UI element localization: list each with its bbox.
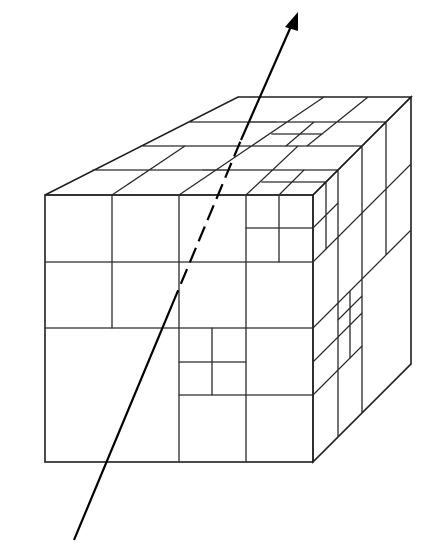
top-face — [44, 96, 413, 196]
top-fr-width — [245, 145, 299, 196]
front-face — [44, 194, 314, 463]
ray-segment-entry — [72, 304, 174, 541]
arrow-up-right-icon — [285, 12, 298, 31]
ray-segment-exit — [239, 23, 294, 141]
right-face-outline — [312, 95, 412, 464]
right-bf4-horizontal — [312, 336, 339, 363]
top-fl-width — [111, 145, 186, 196]
right-face — [312, 95, 412, 464]
right-bf3-horizontal — [337, 295, 363, 321]
top-fr2-width — [278, 169, 305, 196]
ray — [72, 12, 298, 541]
top-mid-width — [178, 96, 325, 196]
top-br-width — [306, 96, 369, 147]
top-br2-width — [285, 121, 315, 147]
ray-segment-hidden — [170, 139, 243, 306]
